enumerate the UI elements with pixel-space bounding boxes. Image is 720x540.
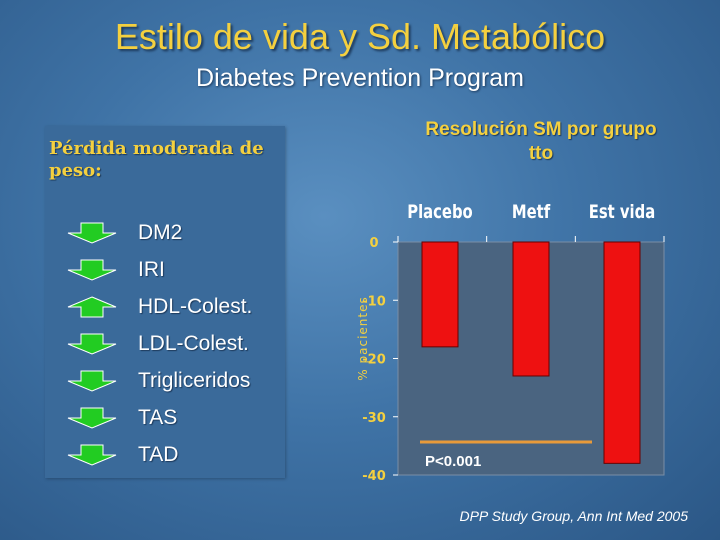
arrow-down-icon — [67, 259, 117, 281]
effect-label: TAS — [138, 406, 178, 429]
effect-label: HDL-Colest. — [138, 295, 253, 318]
y-tick-label: 0 — [369, 236, 378, 251]
bar-chart: 0 -10 -20 -30 -40 % pacientes Placebo Metf Est v… — [356, 201, 665, 484]
arrow-down-icon — [67, 333, 117, 355]
effect-label: IRI — [138, 258, 165, 281]
y-tick-label: -20 — [362, 353, 386, 368]
effect-label: LDL-Colest. — [138, 332, 249, 355]
effect-label: DM2 — [138, 221, 183, 244]
citation: DPP Study Group, Ann Int Med 2005 — [459, 508, 688, 524]
effect-row: DM2 — [65, 218, 285, 248]
arrow-down-icon — [67, 407, 117, 429]
y-tick-label: -40 — [362, 469, 386, 484]
slide-title: Estilo de vida y Sd. Metabólico — [114, 16, 606, 57]
effect-row: TAS — [65, 403, 285, 433]
bar — [603, 241, 641, 464]
effects-heading: Pérdida moderada de peso: — [49, 138, 264, 181]
effect-row: IRI — [65, 255, 285, 285]
effect-row: Trigliceridos — [65, 366, 285, 396]
effect-label: TAD — [138, 443, 179, 466]
effect-row: LDL-Colest. — [65, 329, 285, 359]
arrow-down-icon — [67, 370, 117, 392]
chart-title: Resolución SM por grupo tto — [425, 119, 657, 164]
y-axis-label: % pacientes — [356, 296, 370, 380]
category-label: Placebo — [407, 201, 472, 223]
effect-row: HDL-Colest. — [65, 292, 285, 322]
arrow-down-icon — [67, 444, 117, 466]
category-label: Metf — [512, 201, 551, 223]
effects-panel: Pérdida moderada de peso: DM2 IRI HDL-Cole… — [45, 126, 285, 478]
slide-subtitle: Diabetes Prevention Program — [196, 64, 524, 92]
pvalue-label: P<0.001 — [425, 453, 481, 470]
y-tick-label: -30 — [362, 411, 386, 426]
arrow-down-icon — [67, 222, 117, 244]
category-label: Est vida — [589, 201, 655, 223]
effect-row: TAD — [65, 440, 285, 470]
bar — [421, 241, 459, 348]
effect-label: Trigliceridos — [138, 369, 251, 392]
y-tick-label: -10 — [362, 294, 386, 309]
bar — [512, 241, 550, 377]
arrow-up-icon — [67, 296, 117, 318]
